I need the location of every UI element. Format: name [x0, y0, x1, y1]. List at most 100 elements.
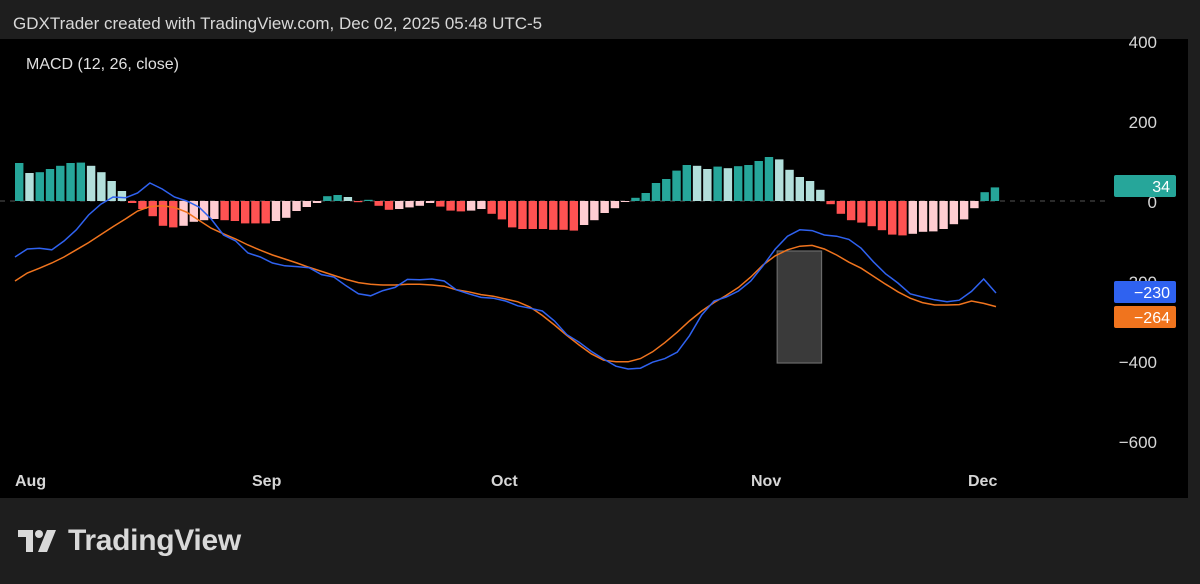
histogram-bar	[980, 192, 989, 201]
indicator-title: MACD (12, 26, close)	[26, 56, 179, 73]
histogram-bar	[888, 201, 897, 235]
chart-pane	[0, 39, 1188, 498]
histogram-bar	[579, 201, 589, 225]
histogram-bar	[764, 157, 774, 201]
histogram-bar	[487, 201, 496, 214]
histogram-bar	[990, 187, 1000, 201]
histogram-bar	[127, 201, 137, 203]
x-tick-label: Aug	[15, 473, 46, 490]
histogram-bar	[949, 201, 959, 225]
histogram-bar	[15, 163, 24, 201]
y-tick-label: 200	[1129, 113, 1157, 132]
histogram-bar	[508, 201, 517, 228]
histogram-bar	[66, 163, 75, 201]
histogram-bar	[918, 201, 928, 232]
x-tick-label: Sep	[252, 473, 282, 490]
histogram-bar	[323, 196, 332, 201]
histogram-bar	[620, 201, 630, 202]
histogram-bar	[117, 191, 127, 201]
histogram-bar	[364, 199, 373, 201]
histogram-bar	[744, 165, 753, 201]
histogram-bar	[35, 172, 44, 201]
histogram-series	[15, 157, 1000, 236]
histogram-bar	[816, 189, 825, 201]
footer-logo: TradingView	[18, 524, 241, 558]
histogram-bar	[466, 201, 476, 211]
histogram-bar	[929, 201, 938, 232]
histogram-bar	[662, 179, 671, 201]
histogram-bar	[631, 197, 640, 201]
histogram-bar	[425, 201, 435, 203]
histogram-bar	[682, 165, 692, 201]
histogram-bar	[590, 201, 599, 221]
histogram-bar	[45, 169, 55, 201]
histogram-bar	[415, 201, 424, 206]
histogram-bar	[138, 201, 147, 209]
histogram-bar	[25, 173, 34, 201]
histogram-bar	[785, 169, 794, 201]
histogram-bar	[651, 183, 661, 201]
signal-line	[14, 205, 997, 363]
tradingview-logo-icon	[18, 530, 56, 552]
histogram-bar	[970, 201, 979, 209]
macd-line	[14, 182, 997, 370]
signal-price-tag	[1114, 306, 1176, 328]
histogram-bar	[76, 162, 86, 201]
histogram-bar	[805, 181, 815, 201]
histogram-bar	[405, 201, 414, 208]
histogram-bar	[898, 201, 907, 236]
histogram-bar	[775, 159, 784, 201]
y-tick-label: 0	[1148, 193, 1157, 212]
histogram-bar	[939, 201, 948, 229]
histogram-bar	[436, 201, 445, 207]
histogram-bar	[477, 201, 486, 209]
y-tick-label: −400	[1119, 353, 1157, 372]
macd-price-tag	[1114, 281, 1176, 303]
histogram-bar	[733, 166, 743, 201]
x-tick-label: Dec	[968, 473, 997, 490]
histogram-bar	[959, 201, 969, 220]
histogram-bar	[251, 201, 260, 224]
y-tick-label: 400	[1129, 33, 1157, 52]
histogram-bar	[528, 201, 537, 229]
histogram-bar	[538, 201, 548, 229]
histogram-bar	[877, 201, 887, 231]
histogram-bar	[754, 161, 763, 201]
histogram-bar	[867, 201, 876, 227]
histogram-bar	[97, 172, 106, 201]
footer-brand: TradingView	[68, 524, 241, 557]
x-axis: Aug Sep Oct Nov Dec	[15, 473, 997, 490]
histogram-bar	[292, 201, 301, 211]
histogram-bar	[179, 201, 188, 226]
histogram-bar	[384, 201, 394, 210]
histogram-bar	[518, 201, 527, 229]
macd-price-label: −230	[1134, 285, 1170, 302]
histogram-bar	[271, 201, 281, 221]
histogram-bar	[559, 201, 568, 230]
y-tick-label: −600	[1119, 433, 1157, 452]
histogram-bar	[395, 201, 404, 209]
histogram-bar	[497, 201, 507, 220]
histogram-bar	[446, 201, 455, 211]
histogram-bar	[302, 201, 312, 207]
histogram-bar	[846, 201, 856, 221]
histogram-bar	[549, 201, 558, 230]
x-tick-label: Nov	[751, 473, 781, 490]
price-labels: 34 −230 −264	[1114, 175, 1176, 328]
histogram-bar	[641, 193, 650, 201]
histogram-bar	[261, 201, 270, 224]
histogram-bar	[456, 201, 466, 212]
histogram-bar	[610, 201, 620, 209]
histogram-bar	[169, 201, 178, 228]
histogram-bar	[333, 195, 342, 201]
histogram-bar	[826, 201, 835, 205]
histogram-bar	[703, 169, 712, 201]
histogram-bar	[836, 201, 846, 214]
histogram-bar	[189, 201, 199, 222]
histogram-bar	[353, 201, 363, 203]
histogram-bar	[857, 201, 866, 223]
histogram-bar	[600, 201, 609, 213]
highlight-rect	[776, 250, 823, 364]
